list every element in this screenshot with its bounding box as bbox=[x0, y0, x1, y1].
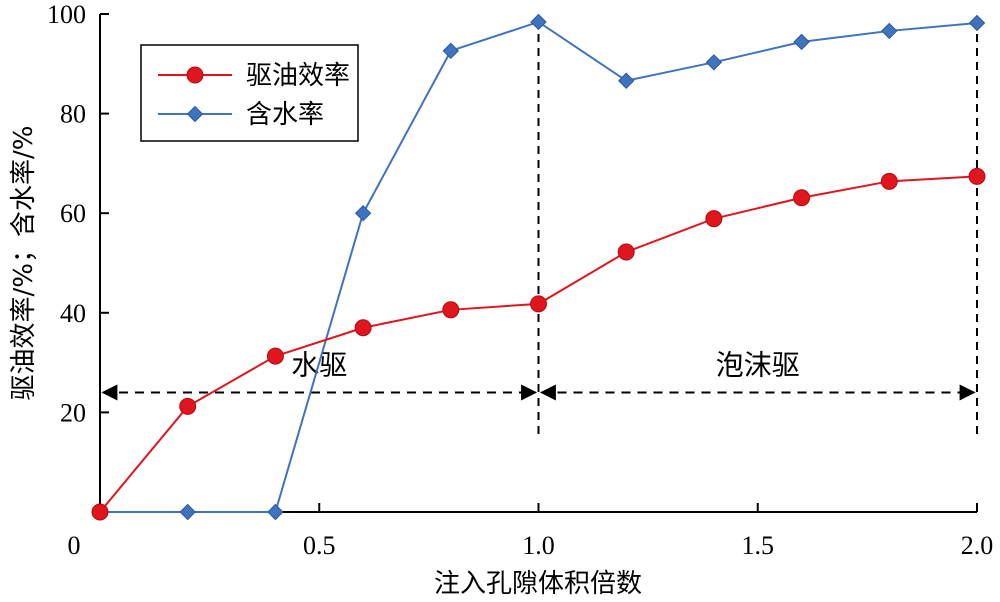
y-axis-title: 驱油效率/%；含水率/% bbox=[9, 126, 39, 401]
y-tick-label: 40 bbox=[60, 299, 86, 328]
region-dividers bbox=[537, 20, 978, 440]
y-tick-label: 100 bbox=[47, 0, 86, 29]
x-tick-label: 0.5 bbox=[303, 531, 336, 560]
data-point bbox=[968, 167, 986, 185]
x-tick-label: 2.0 bbox=[961, 531, 994, 560]
legend-box bbox=[140, 44, 359, 142]
data-point bbox=[442, 42, 460, 60]
data-point bbox=[442, 301, 460, 319]
region-label: 泡沫驱 bbox=[716, 348, 800, 381]
data-point bbox=[266, 347, 284, 365]
legend-label: 驱油效率 bbox=[246, 61, 350, 91]
y-tick-label: 80 bbox=[60, 100, 86, 129]
legend-marker bbox=[186, 66, 204, 84]
data-point bbox=[530, 295, 547, 313]
data-point bbox=[617, 72, 635, 89]
data-point bbox=[880, 172, 898, 190]
data-point bbox=[530, 13, 547, 31]
data-point bbox=[354, 319, 372, 337]
legend-marker bbox=[186, 105, 204, 123]
data-point bbox=[179, 503, 196, 521]
data-point bbox=[793, 189, 811, 207]
x-tick-label: 1.5 bbox=[742, 531, 775, 560]
data-point bbox=[705, 210, 723, 228]
data-point bbox=[968, 14, 986, 32]
data-point bbox=[793, 33, 810, 51]
data-point bbox=[705, 54, 723, 71]
y-tick-label: 60 bbox=[60, 199, 86, 228]
data-point bbox=[881, 22, 898, 40]
series-group bbox=[91, 13, 986, 521]
data-point bbox=[267, 503, 284, 521]
data-point bbox=[179, 397, 197, 415]
legend-label: 含水率 bbox=[246, 100, 324, 130]
x-tick-label: 1.0 bbox=[522, 531, 555, 560]
x-axis-title: 注入孔隙体积倍数 bbox=[434, 569, 642, 599]
x-tick-label: 0 bbox=[68, 531, 81, 560]
data-point bbox=[617, 243, 635, 261]
y-tick-label: 20 bbox=[60, 398, 86, 427]
data-point bbox=[91, 503, 109, 521]
data-point bbox=[354, 204, 372, 222]
